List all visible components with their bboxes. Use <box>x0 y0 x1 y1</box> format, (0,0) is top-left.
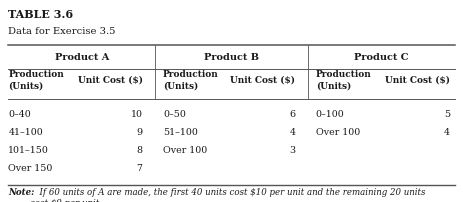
Text: Production
(Units): Production (Units) <box>163 70 219 90</box>
Text: 0–100: 0–100 <box>316 109 344 118</box>
Text: 4: 4 <box>444 127 450 136</box>
Text: Product B: Product B <box>204 53 259 61</box>
Text: Production
(Units): Production (Units) <box>8 70 64 90</box>
Text: 10: 10 <box>131 109 143 118</box>
Text: Over 100: Over 100 <box>163 145 207 154</box>
Text: 8: 8 <box>137 145 143 154</box>
Text: 41–100: 41–100 <box>8 127 43 136</box>
Text: 6: 6 <box>289 109 295 118</box>
Text: 51–100: 51–100 <box>163 127 198 136</box>
Text: 9: 9 <box>137 127 143 136</box>
Text: Data for Exercise 3.5: Data for Exercise 3.5 <box>8 27 116 36</box>
Text: 0–40: 0–40 <box>8 109 31 118</box>
Text: Product A: Product A <box>55 53 109 61</box>
Text: Over 100: Over 100 <box>316 127 360 136</box>
Text: 3: 3 <box>289 145 295 154</box>
Text: Product C: Product C <box>354 53 408 61</box>
Text: 4: 4 <box>289 127 295 136</box>
Text: 101–150: 101–150 <box>8 145 49 154</box>
Text: Note:: Note: <box>8 187 35 196</box>
Text: 7: 7 <box>137 164 143 173</box>
Text: Over 150: Over 150 <box>8 164 53 173</box>
Text: Production
(Units): Production (Units) <box>316 70 371 90</box>
Text: cost $9 per unit.: cost $9 per unit. <box>8 198 102 202</box>
Text: Unit Cost ($): Unit Cost ($) <box>385 75 450 84</box>
Text: TABLE 3.6: TABLE 3.6 <box>8 9 74 20</box>
Text: If 60 units of A are made, the first 40 units cost $10 per unit and the remainin: If 60 units of A are made, the first 40 … <box>34 187 425 196</box>
Text: Unit Cost ($): Unit Cost ($) <box>231 75 295 84</box>
Text: 0–50: 0–50 <box>163 109 186 118</box>
Text: 5: 5 <box>444 109 450 118</box>
Text: Unit Cost ($): Unit Cost ($) <box>78 75 143 84</box>
